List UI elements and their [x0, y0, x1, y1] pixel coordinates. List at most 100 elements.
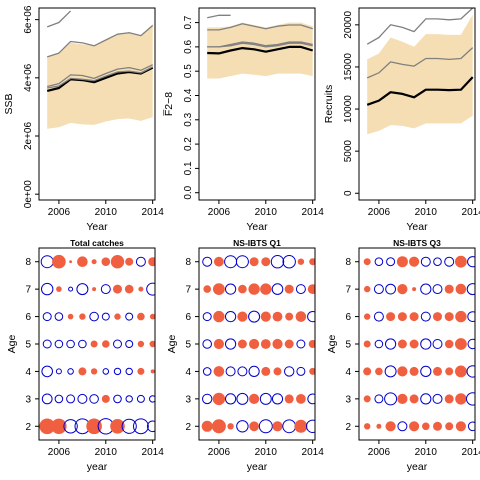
residual-bubble — [125, 395, 133, 403]
y-tick-label: 0.5 — [183, 64, 194, 78]
plot-area — [46, 10, 154, 129]
residual-bubble — [409, 339, 419, 349]
residual-bubble — [297, 258, 305, 265]
panel-3: 2006 2010 2014 Year 0 5000 10000 15000 20000 Recr… — [323, 7, 480, 233]
series-line-median — [366, 76, 474, 106]
residual-bubble — [125, 257, 134, 266]
residual-bubble — [66, 394, 76, 404]
residual-bubble — [432, 393, 443, 404]
y-tick-label: 0.7 — [183, 15, 194, 29]
residual-bubble — [466, 365, 475, 378]
residual-bubble — [445, 422, 454, 431]
x-tick-label: 2010 — [415, 207, 438, 218]
x-tick-label: 2006 — [208, 207, 231, 218]
residual-bubble — [384, 392, 398, 406]
panel-1: 2006 2010 2014 Year 0e+00 2e+06 4e+06 6e+06 SSB — [3, 5, 164, 233]
residual-bubble — [235, 255, 249, 269]
y-tick-label: 0.3 — [183, 112, 194, 126]
residual-bubble — [284, 339, 294, 349]
residual-bubble — [213, 283, 225, 295]
y-tick-label: 4 — [345, 367, 351, 378]
residual-bubble — [272, 421, 283, 432]
residual-bubble — [51, 418, 67, 434]
residual-bubble — [52, 254, 66, 269]
y-tick-label: 0.6 — [183, 39, 194, 53]
residual-bubble — [248, 365, 260, 377]
residual-bubble — [63, 419, 78, 434]
residual-bubble — [236, 392, 249, 405]
x-tick-label: 2010 — [415, 447, 438, 458]
residual-bubble — [125, 367, 133, 376]
residual-bubble — [77, 256, 88, 268]
residual-bubble — [455, 338, 467, 350]
residual-bubble — [227, 423, 234, 430]
residual-bubble — [67, 313, 74, 320]
residual-bubble — [272, 311, 283, 322]
series-line-p95 — [47, 66, 153, 89]
y-tick-label: 0.2 — [183, 137, 194, 151]
residual-bubble — [432, 284, 443, 295]
plot-area — [207, 14, 314, 79]
residual-bubble — [364, 285, 371, 293]
residual-bubble — [397, 366, 408, 377]
residual-bubble — [467, 256, 475, 268]
residual-bubble — [295, 284, 306, 295]
x-tick-label: 2014 — [302, 207, 325, 218]
y-tick-label: 4e+06 — [23, 63, 34, 92]
residual-bubble — [202, 312, 212, 322]
residual-bubble — [213, 310, 225, 323]
residual-bubble — [260, 339, 271, 349]
residual-bubble — [121, 418, 137, 434]
residual-bubble — [397, 284, 408, 295]
y-tick-label: 6 — [25, 312, 31, 323]
residual-bubble — [113, 284, 122, 294]
plot-frame — [38, 7, 156, 201]
y-tick-label: 2 — [25, 422, 31, 433]
residual-bubble — [113, 367, 122, 376]
residual-bubble — [54, 339, 64, 349]
residual-bubble — [212, 392, 226, 406]
residual-bubble — [409, 394, 419, 404]
x-tick-label: 2006 — [368, 207, 391, 218]
residual-bubble — [466, 392, 475, 406]
residual-bubble — [258, 419, 273, 434]
residual-bubble — [102, 368, 110, 375]
residual-bubble — [455, 310, 467, 323]
y-tick-label: 5 — [25, 340, 31, 351]
x-axis-label: year — [407, 461, 428, 473]
residual-bubble — [420, 338, 432, 350]
residual-bubble — [445, 367, 454, 376]
x-tick-label: 2014 — [302, 447, 325, 458]
y-tick-label: 0.4 — [183, 88, 194, 102]
residual-bubble — [307, 284, 315, 294]
y-tick-label: 2e+06 — [23, 122, 34, 151]
residual-bubble — [79, 313, 86, 320]
x-tick-label: 2014 — [142, 207, 165, 218]
residual-bubble — [273, 367, 282, 376]
residual-bubble — [455, 421, 466, 432]
residual-bubble — [364, 423, 371, 430]
y-tick-label: 2 — [185, 422, 191, 433]
residual-bubble — [249, 393, 260, 404]
residual-bubble — [363, 367, 372, 376]
residual-bubble — [237, 339, 247, 349]
x-axis-label: Year — [406, 221, 428, 233]
panel-title: Total catches — [70, 238, 124, 248]
residual-bubble — [138, 286, 144, 292]
residual-bubble — [237, 311, 248, 322]
residual-bubble — [420, 393, 432, 405]
residual-bubble — [202, 393, 213, 405]
residual-bubble — [225, 283, 237, 295]
residual-bubble — [78, 339, 87, 349]
residual-bubble — [444, 339, 454, 349]
residual-bubble — [433, 257, 442, 267]
residual-bubble — [202, 339, 212, 349]
residual-bubble — [89, 394, 99, 404]
residual-bubble — [260, 283, 272, 295]
panel-2: 2006 2010 2014 Year 0.0 0.1 0.2 0.3 0.4 0.5 0.6 0.7… — [163, 7, 325, 233]
plot-area — [366, 8, 474, 135]
x-tick-label: 2010 — [95, 207, 118, 218]
residual-bubble — [397, 312, 407, 322]
residual-bubble — [363, 258, 371, 266]
residual-bubble — [149, 395, 155, 403]
